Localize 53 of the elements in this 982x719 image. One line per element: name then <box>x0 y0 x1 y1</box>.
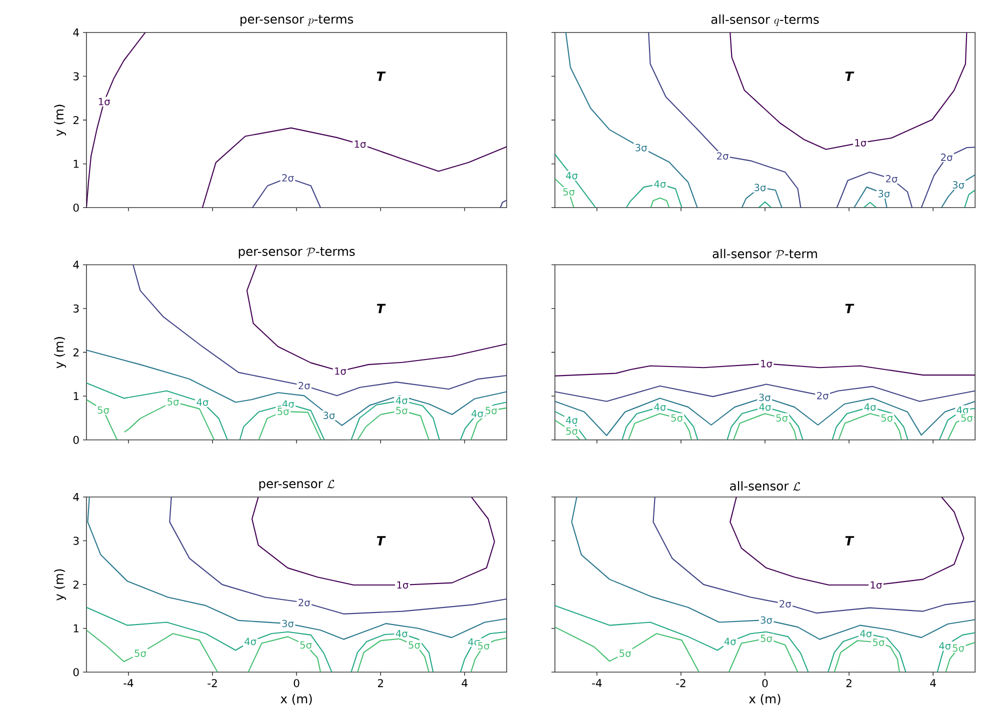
y-tick-label: 2 <box>73 348 78 356</box>
annotation: T <box>845 304 854 313</box>
chart-title: $\text{all-sensor }\mathcal{P}\text{-term}$ <box>712 248 817 259</box>
y-tick-label: 2 <box>73 116 78 124</box>
y-tick-label: 1 <box>74 624 79 632</box>
line-series <box>132 264 507 396</box>
y-axis-title: y (m) <box>54 336 66 368</box>
x-tick-label: -2 <box>208 678 217 687</box>
x-axis-title: x (m) <box>749 694 780 705</box>
y-tick-label: 0 <box>73 436 79 444</box>
line-series <box>460 402 507 440</box>
x-tick-label: -2 <box>676 678 686 687</box>
annotation: T <box>845 536 854 546</box>
y-tick-label: 4 <box>73 28 79 36</box>
x-tick-label: 2 <box>378 678 383 687</box>
y-tick-label: 1 <box>74 392 79 400</box>
chart-title: $\text{all-sensor }\mathcal{L}$ <box>730 480 800 490</box>
line-series <box>470 637 507 672</box>
chart-title: $\text{per-sensor }\mathcal{P}\text{-terms}$ <box>238 246 355 258</box>
x-tick-label: 4 <box>462 678 468 687</box>
line-series <box>169 496 507 614</box>
y-tick-label: 3 <box>73 304 79 312</box>
x-tick-label: -4 <box>592 678 602 687</box>
x-tick-label: -4 <box>124 678 134 687</box>
y-axis-title: y (m) <box>54 104 66 136</box>
x-tick-label: 0 <box>762 678 768 688</box>
x-axis-title: x (m) <box>280 694 312 705</box>
line-series <box>460 631 507 672</box>
y-tick-label: 2 <box>73 580 78 588</box>
y-tick-label: 4 <box>73 492 79 501</box>
x-tick-label: 0 <box>294 678 300 688</box>
line-series <box>86 349 507 426</box>
annotation: T <box>845 71 854 81</box>
chart-title: $\text{per-sensor }\mathcal{L}$ <box>259 480 334 490</box>
y-tick-label: 1 <box>74 160 79 168</box>
y-tick-label: 4 <box>73 260 79 268</box>
line-series <box>86 32 146 208</box>
line-series <box>86 629 218 672</box>
y-tick-label: 3 <box>73 72 79 80</box>
annotation: T <box>376 71 386 81</box>
line-series <box>86 382 228 440</box>
annotation: T <box>376 536 386 546</box>
line-series <box>86 606 332 672</box>
x-tick-label: 4 <box>930 678 936 687</box>
x-tick-label: 2 <box>846 678 852 687</box>
chart-title: $\text{per-sensor }p\text{-terms}$ <box>240 14 354 26</box>
y-tick-label: 3 <box>73 536 79 545</box>
line-series <box>202 127 507 208</box>
chart-title: $\text{all-sensor }q\text{-terms}$ <box>711 14 819 26</box>
y-tick-label: 0 <box>73 668 79 676</box>
annotation: T <box>376 304 386 313</box>
y-axis-title: y (m) <box>54 569 66 600</box>
y-tick-label: 0 <box>73 203 79 212</box>
